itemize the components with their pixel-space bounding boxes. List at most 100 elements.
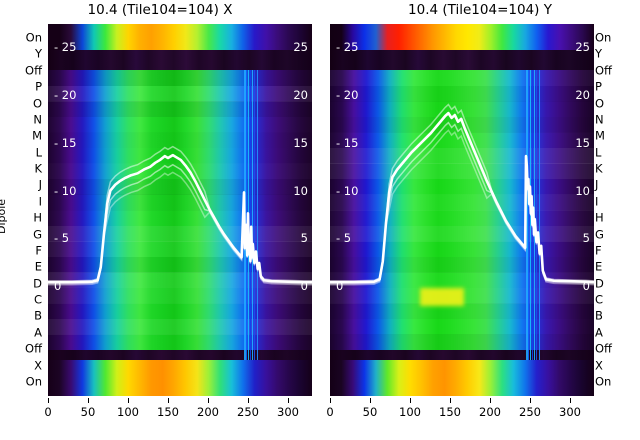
x-axis-tick	[168, 398, 169, 403]
x-axis-tick-label: 150	[157, 405, 179, 419]
overlay-ytick-right: 20	[575, 88, 590, 102]
category-axis-label: B	[34, 308, 42, 323]
category-axis-label: M	[595, 128, 605, 143]
x-axis-tick-label: 100	[117, 405, 139, 419]
category-axis-label: L	[35, 144, 42, 159]
x-axis-tick	[128, 398, 129, 403]
x-axis-tick-label: 250	[237, 405, 259, 419]
heatmap-rfi-line	[530, 70, 532, 360]
overlay-ytick-left: - 10	[336, 183, 359, 198]
x-axis-tick-label: 300	[277, 405, 299, 419]
category-axis-label: N	[33, 112, 42, 127]
x-axis-tick-label: 150	[439, 405, 461, 419]
category-axis-label: F	[595, 243, 602, 258]
overlay-ytick-right: 15	[293, 135, 308, 150]
category-axis-label: P	[35, 79, 42, 94]
panel-y: 10.4 (Tile104=104) Y On Y Off P O N M L K J I H G F E D…	[320, 0, 640, 440]
category-axis-label: C	[33, 292, 42, 307]
x-axis-tick	[288, 398, 289, 403]
overlay-ytick-right: 15	[575, 135, 590, 150]
overlay-curve	[48, 145, 312, 286]
category-axis-label: X	[34, 357, 42, 372]
x-axis-tick	[450, 398, 451, 403]
heatmap-band	[48, 24, 312, 50]
x-axis-tick	[48, 398, 49, 403]
heatmap-row	[330, 334, 594, 351]
x-axis-tick	[490, 398, 491, 403]
category-axis-label: B	[595, 308, 603, 323]
x-axis-tick	[330, 398, 331, 403]
overlay-ytick-left: 0	[336, 279, 344, 293]
panel-y-title: 10.4 (Tile104=104) Y	[408, 2, 552, 18]
x-axis-tick	[530, 398, 531, 403]
category-axis-label: J	[38, 177, 42, 192]
category-axis-label: K	[595, 161, 603, 176]
category-axis-label: O	[595, 95, 605, 110]
heatmap-row	[48, 178, 312, 196]
x-axis-tick-label: 0	[44, 405, 52, 419]
overlay-ytick-right: 10	[293, 183, 308, 198]
category-axis-label: Y	[595, 46, 603, 61]
category-axis-label: L	[595, 144, 602, 159]
heatmap-row	[330, 147, 594, 164]
x-axis-tick-label: 100	[399, 405, 421, 419]
x-axis-tick	[88, 398, 89, 403]
heatmap-row	[330, 256, 594, 273]
overlay-ytick-left: - 10	[54, 183, 77, 198]
overlay-ytick-left: - 25	[54, 40, 77, 55]
overlay-ytick-left: - 25	[336, 40, 359, 55]
category-axis-label: M	[32, 128, 42, 143]
category-axis-label: On	[25, 374, 42, 389]
overlay-curve	[330, 103, 594, 286]
category-axis-label: On	[595, 30, 612, 45]
category-axis-label: I	[595, 194, 599, 209]
heatmap-row	[48, 287, 312, 304]
heatmap-rfi-line	[536, 70, 538, 360]
heatmap-rfi-line	[252, 70, 254, 360]
x-axis-tick-label: 50	[362, 405, 378, 419]
overlay-ytick-left: - 15	[54, 135, 77, 150]
heatmap-row	[48, 318, 312, 336]
category-axis-label: J	[595, 177, 599, 192]
overlay-ytick-left: - 5	[54, 231, 70, 246]
heatmap-rfi-line	[249, 70, 251, 360]
panel-x-heatmap: 0 0 - 5 5 - 10 10 - 15 15 - 20 20 - 25 25	[48, 24, 312, 396]
x-axis-tick-label: 300	[559, 405, 581, 419]
category-axis-label: C	[595, 292, 604, 307]
heatmap-row	[48, 272, 312, 289]
overlay-ytick-left: 0	[54, 279, 62, 293]
heatmap-rfi-line	[538, 70, 540, 360]
heatmap-row	[48, 256, 312, 273]
category-axis-label: A	[34, 325, 42, 340]
overlay-ytick-right: 25	[575, 40, 590, 55]
panel-y-x-axis: 0 50 100 150 200 250 300	[326, 398, 594, 438]
overlay-ytick-left: - 20	[336, 88, 359, 102]
heatmap-band	[48, 50, 312, 70]
heatmap-rfi-line	[528, 70, 530, 360]
category-axis-label: A	[595, 325, 603, 340]
overlay-ytick-right: 25	[293, 40, 308, 55]
category-axis-label: D	[595, 275, 604, 290]
heatmap-band	[48, 360, 312, 396]
category-axis-label: X	[595, 357, 603, 372]
heatmap-row	[48, 101, 312, 118]
x-axis-tick-label: 0	[326, 405, 334, 419]
category-axis-label: E	[34, 259, 42, 274]
category-axis-label: K	[34, 161, 42, 176]
category-axis-label: Off	[595, 63, 612, 77]
panel-x-x-axis: 0 50 100 150 200 250 300	[44, 398, 312, 438]
heatmap-band	[330, 350, 594, 360]
heatmap-row	[48, 85, 312, 102]
category-axis-label: D	[33, 275, 42, 290]
x-axis-tick-label: 250	[519, 405, 541, 419]
heatmap-rfi-line	[256, 70, 258, 360]
x-axis-tick-label: 200	[197, 405, 219, 419]
category-axis-label: Y	[34, 46, 42, 61]
category-axis-label: Off	[595, 341, 612, 356]
heatmap-hot-patch	[419, 288, 465, 306]
overlay-ytick-left: - 20	[54, 88, 77, 102]
category-axis-label: G	[595, 226, 604, 241]
category-axis-label: Off	[25, 341, 42, 356]
category-axis-label: G	[33, 226, 42, 241]
